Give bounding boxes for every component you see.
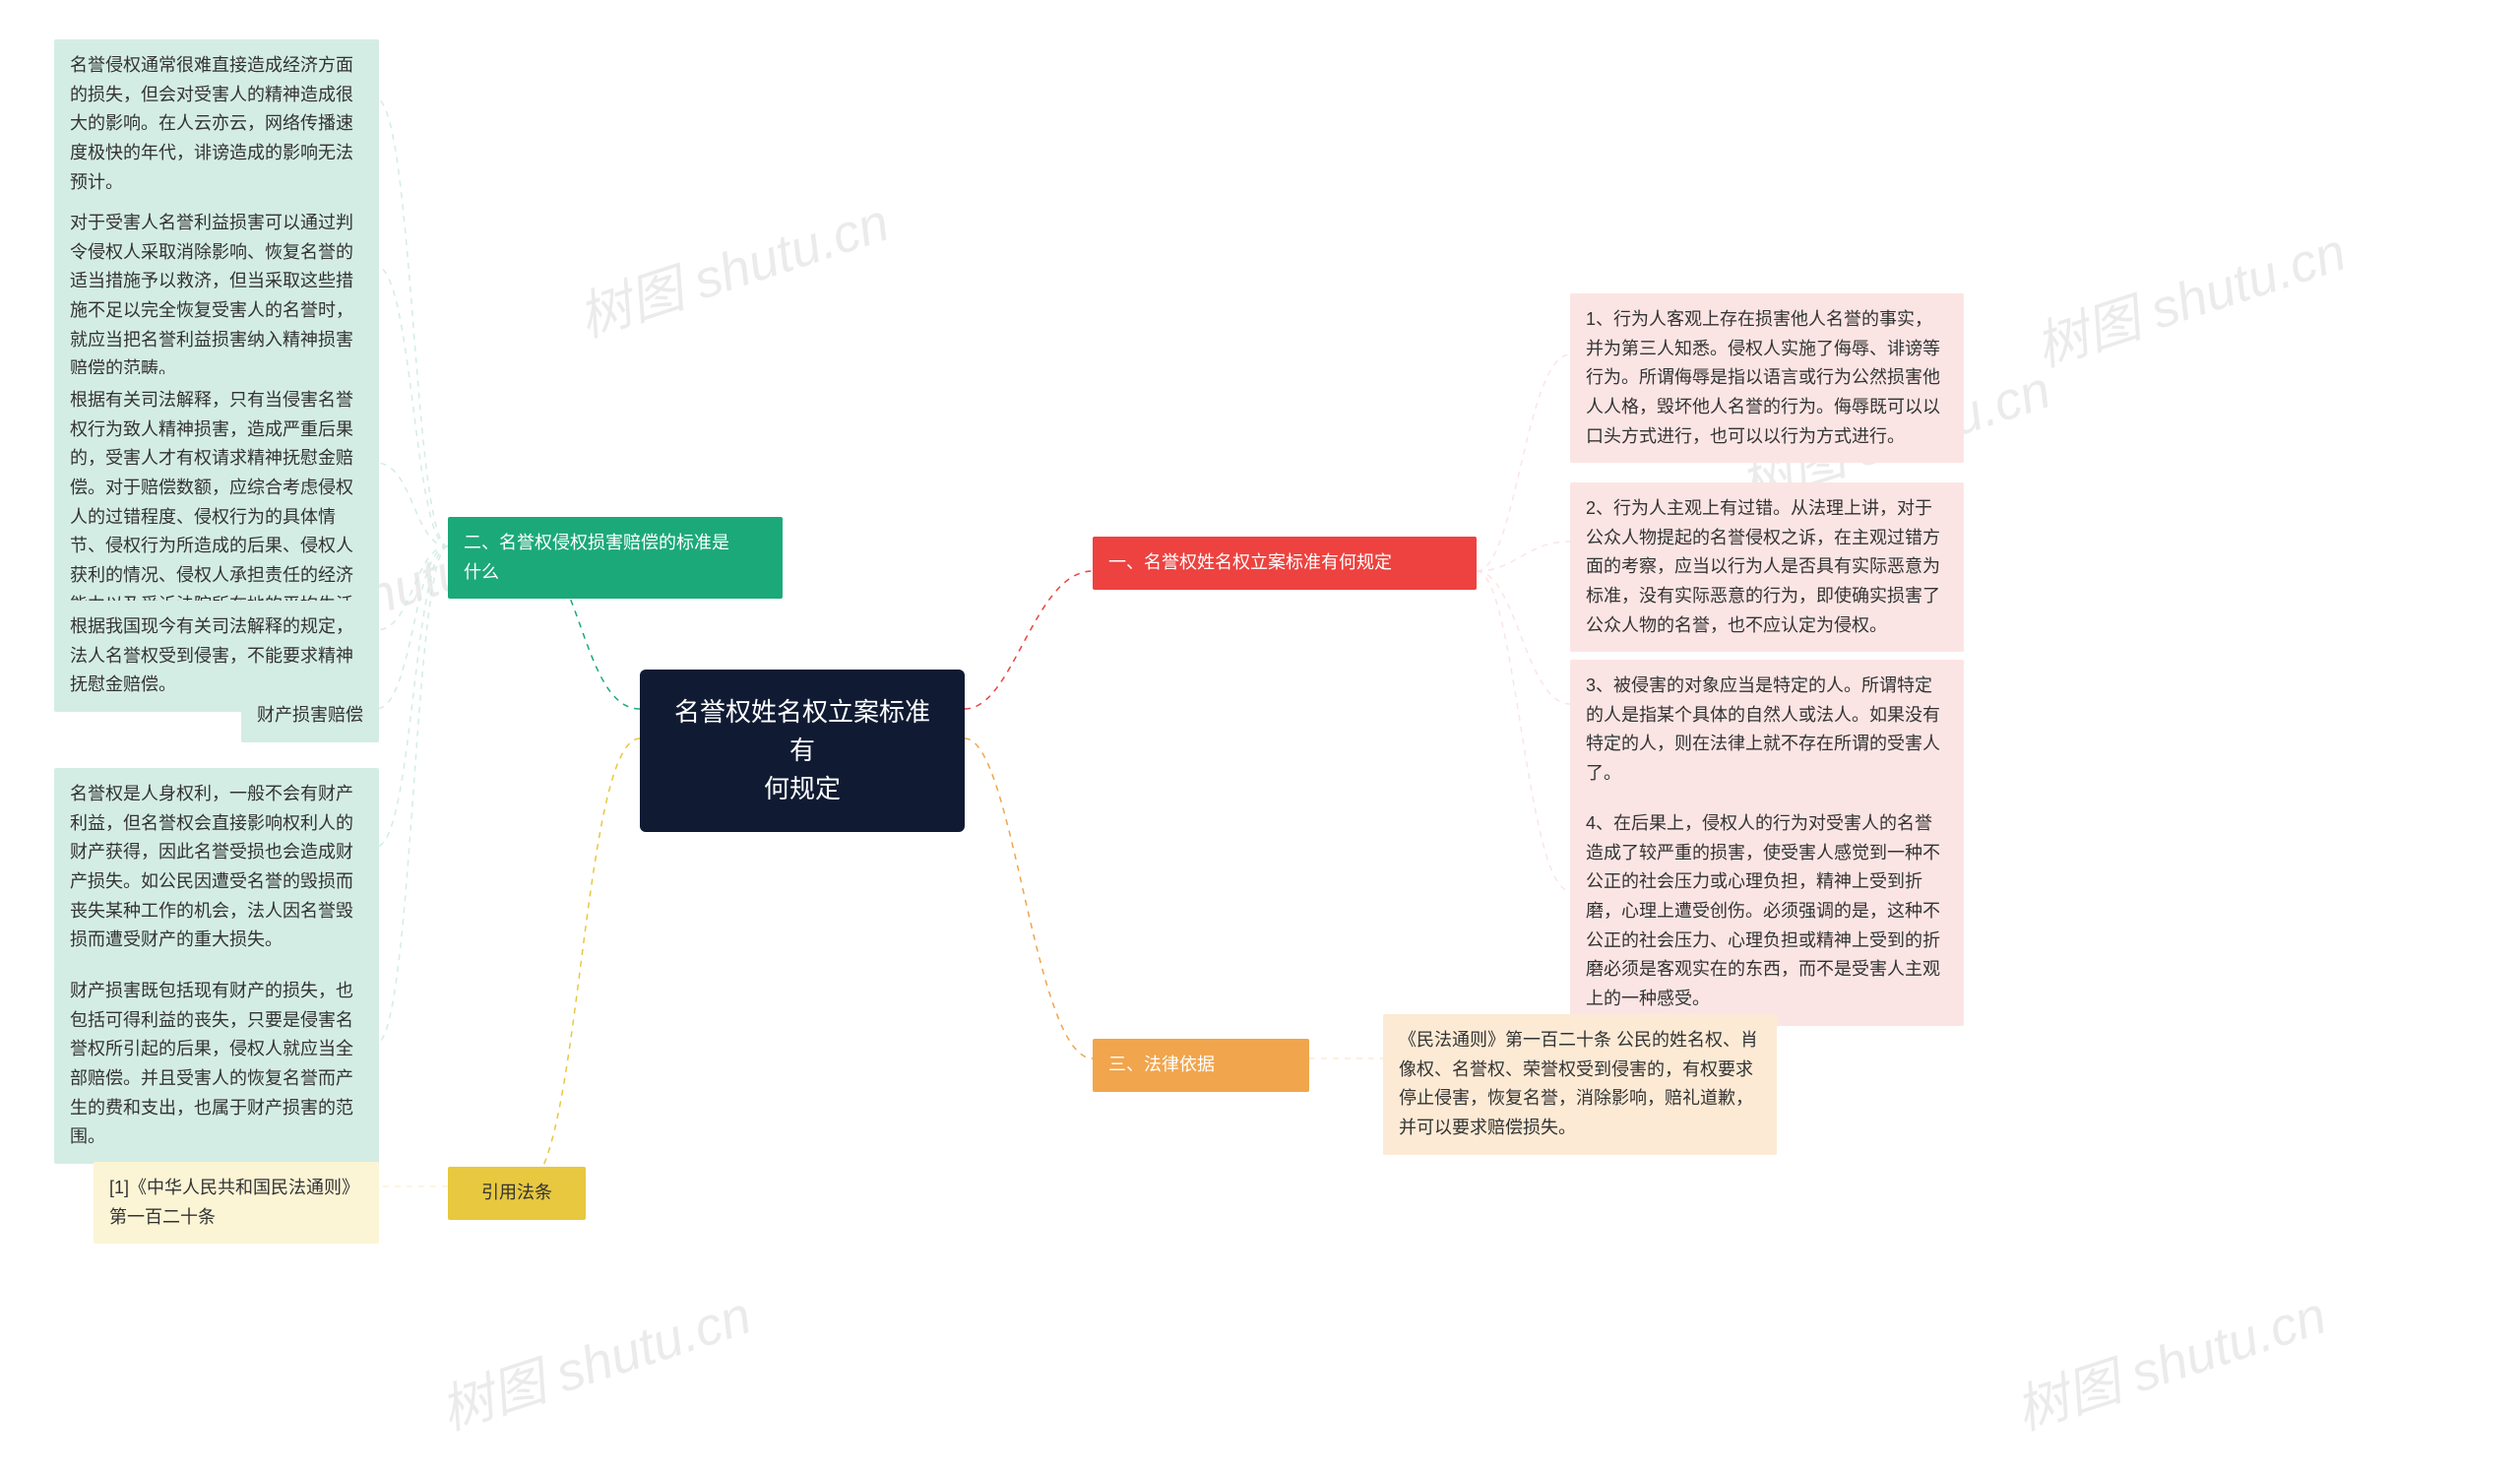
watermark: 树图 shutu.cn [429,1271,760,1444]
branch-one-title: 一、名誉权姓名权立案标准有何规定 [1093,537,1477,590]
branch-three-title: 三、法律依据 [1093,1039,1309,1092]
watermark: 树图 shutu.cn [567,178,898,352]
branch-two-title: 二、名誉权侵权损害赔偿的标准是什么 [448,517,783,599]
branch-two-item-6: 名誉权是人身权利，一般不会有财产利益，但名誉权会直接影响权利人的财产获得，因此名… [54,768,379,967]
branch-one-item-3: 3、被侵害的对象应当是特定的人。所谓特定的人是指某个具体的自然人或法人。如果没有… [1570,660,1964,800]
branch-one-item-2: 2、行为人主观上有过错。从法理上讲，对于公众人物提起的名誉侵权之诉，在主观过错方… [1570,482,1964,652]
branch-two-item-5: 财产损害赔偿 [241,689,379,742]
branch-three-item-1: 《民法通则》第一百二十条 公民的姓名权、肖像权、名誉权、荣誉权受到侵害的，有权要… [1383,1014,1777,1155]
watermark: 树图 shutu.cn [2024,208,2355,381]
branch-two-item-2: 对于受害人名誉利益损害可以通过判令侵权人采取消除影响、恢复名誉的适当措施予以救济… [54,197,379,396]
branch-citation-item-1: [1]《中华人民共和国民法通则》 第一百二十条 [94,1162,379,1244]
branch-citation-title: 引用法条 [448,1167,586,1220]
branch-two-item-7: 财产损害既包括现有财产的损失，也包括可得利益的丧失，只要是侵害名誉权所引起的后果… [54,965,379,1164]
branch-two-item-1: 名誉侵权通常很难直接造成经济方面的损失，但会对受害人的精神造成很大的影响。在人云… [54,39,379,209]
watermark: 树图 shutu.cn [2004,1271,2335,1444]
center-node: 名誉权姓名权立案标准有何规定 [640,670,965,832]
branch-one-item-4: 4、在后果上，侵权人的行为对受害人的名誉造成了较严重的损害，使受害人感觉到一种不… [1570,798,1964,1026]
branch-one-item-1: 1、行为人客观上存在损害他人名誉的事实，并为第三人知悉。侵权人实施了侮辱、诽谤等… [1570,293,1964,463]
